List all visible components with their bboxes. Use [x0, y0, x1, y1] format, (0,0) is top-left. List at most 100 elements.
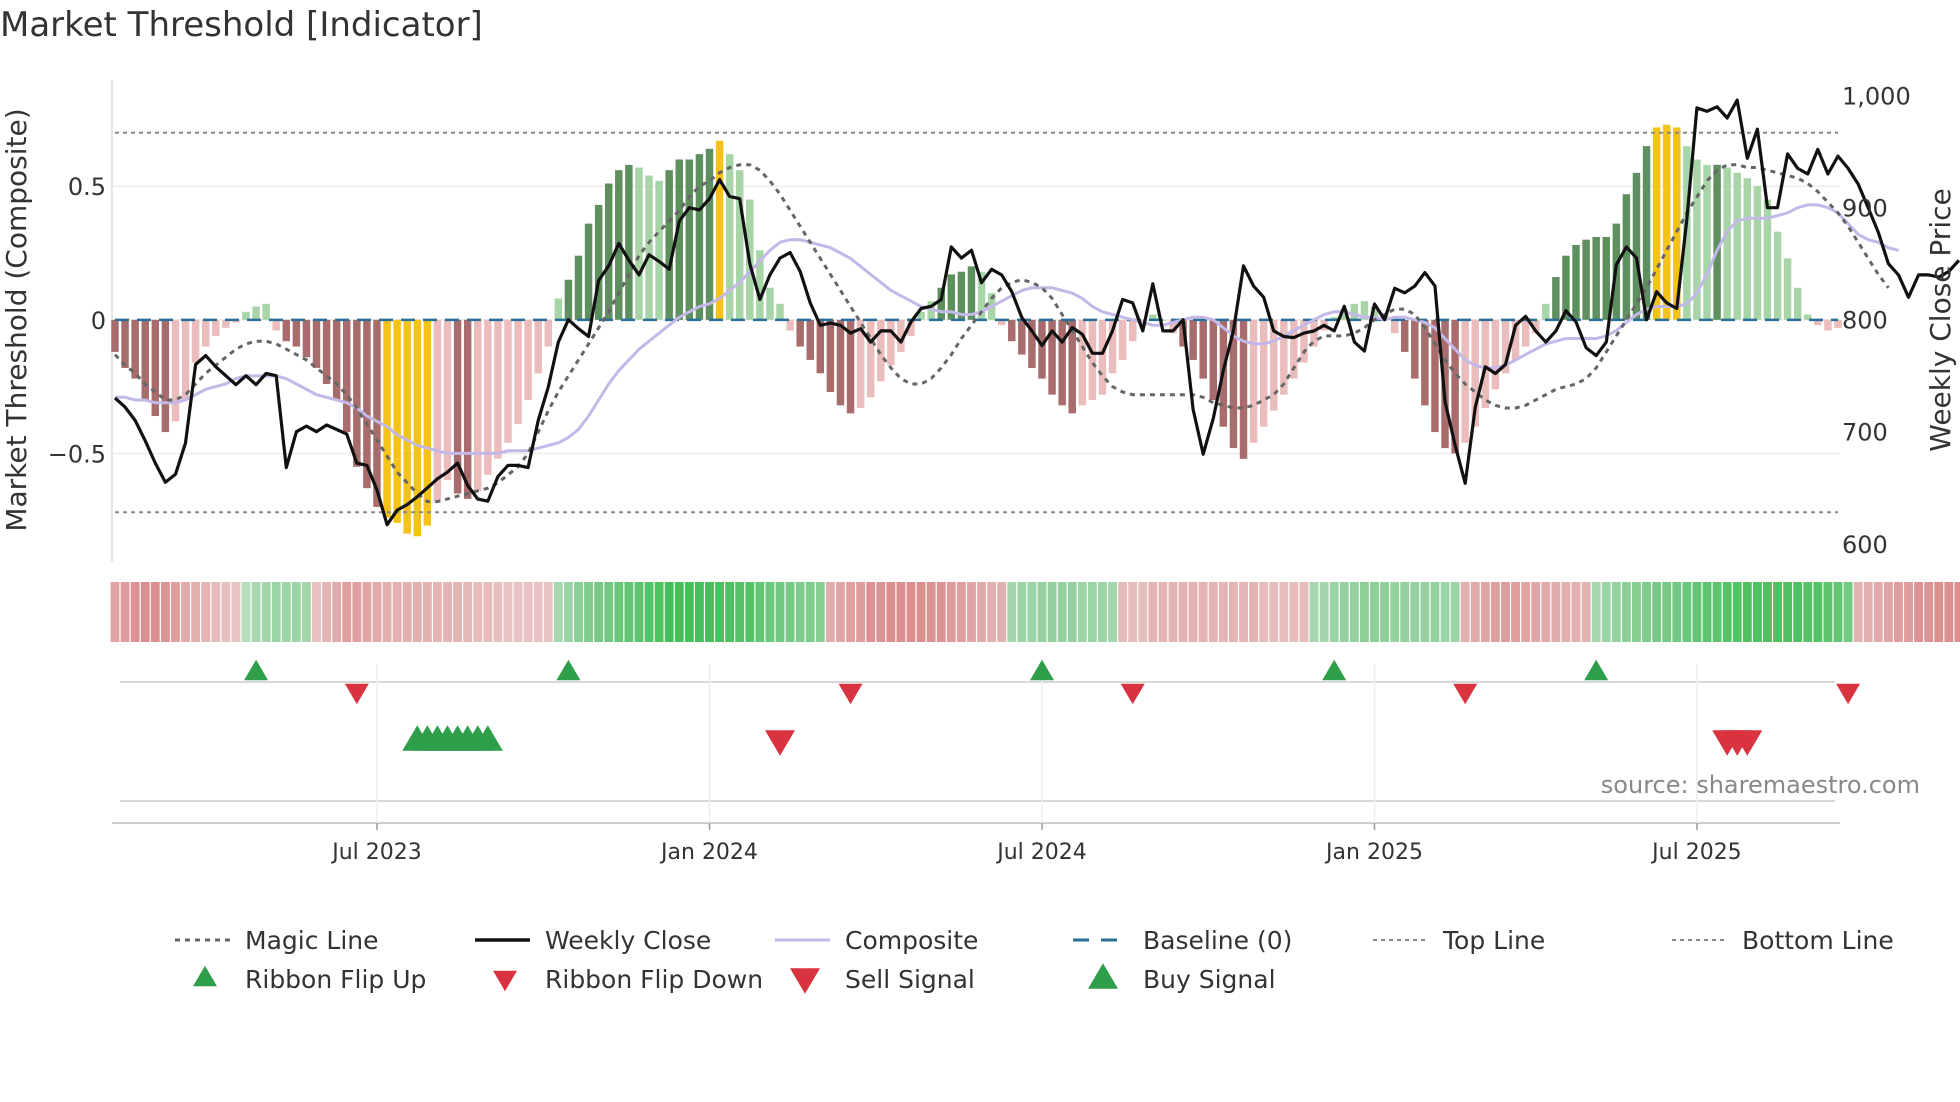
composite-bar	[403, 319, 411, 534]
ribbon-cell	[594, 582, 604, 642]
ribbon-cell	[1722, 582, 1732, 642]
ribbon-cell	[231, 582, 241, 642]
ribbon-cell	[735, 582, 745, 642]
ribbon-cell	[614, 582, 624, 642]
ribbon-cell	[634, 582, 644, 642]
ribbon-cell	[1712, 582, 1722, 642]
ribbon-cell	[1208, 582, 1218, 642]
composite-bar	[1471, 319, 1479, 427]
composite-bar	[282, 319, 291, 342]
legend-label: Buy Signal	[1143, 965, 1276, 994]
ribbon-cell	[574, 582, 583, 642]
composite-bar	[1370, 306, 1379, 320]
composite-bar	[393, 319, 401, 523]
legend-symbol	[1088, 963, 1118, 989]
ribbon-cell	[946, 582, 956, 642]
ribbon-cell	[866, 582, 876, 642]
ribbon-cell	[906, 582, 916, 642]
composite-bar	[1239, 319, 1248, 459]
composite-bar	[302, 319, 311, 358]
legend-symbol	[193, 965, 217, 987]
composite-bar	[544, 319, 552, 347]
ribbon-cell	[1359, 582, 1369, 642]
composite-bar	[1753, 186, 1762, 320]
ribbon-cell	[1601, 582, 1611, 642]
ribbon-cell	[886, 582, 896, 642]
ribbon-cell	[836, 582, 845, 642]
ribbon-cell	[1178, 582, 1188, 642]
composite-bar	[1280, 319, 1288, 395]
ribbon-cell	[1823, 582, 1833, 642]
composite-line	[115, 203, 1899, 455]
ribbon-cell	[1420, 582, 1430, 642]
composite-bar	[1189, 319, 1197, 360]
legend-label: Sell Signal	[845, 965, 975, 994]
ribbon-cell	[1249, 582, 1259, 642]
ribbon-cell	[956, 582, 966, 642]
ribbon-cell	[1158, 582, 1168, 642]
ribbon-cell	[604, 582, 614, 642]
ribbon-cell	[1007, 582, 1017, 642]
composite-bar	[635, 167, 643, 320]
ribbon-cell	[1339, 582, 1349, 642]
ribbon-cell	[1934, 582, 1944, 642]
ribbon-cell	[130, 582, 140, 642]
composite-bar	[1622, 194, 1631, 320]
ribbon-cell	[483, 582, 493, 642]
ribbon-cell	[120, 582, 130, 642]
ribbon-cell	[644, 582, 654, 642]
ribbon-cell	[1924, 582, 1934, 642]
composite-bar	[1773, 231, 1782, 320]
composite-bar	[413, 319, 422, 537]
ribbon-cell	[312, 582, 321, 642]
composite-bar	[1713, 164, 1721, 320]
composite-bar	[1008, 319, 1016, 342]
composite-bar	[514, 319, 522, 425]
composite-bar	[1290, 319, 1298, 379]
composite-bar	[1048, 319, 1056, 395]
composite-bar	[645, 175, 653, 320]
ribbon-flip-down-marker	[838, 683, 863, 705]
ribbon-cell	[1702, 582, 1712, 642]
ribbon-cell	[1087, 582, 1097, 642]
ribbon-cell	[1541, 582, 1551, 642]
composite-bar	[1703, 164, 1711, 320]
composite-bar	[1511, 319, 1520, 360]
ribbon-cell	[493, 582, 503, 642]
ribbon-cell	[815, 582, 825, 642]
ribbon-cell	[1581, 582, 1591, 642]
composite-bar	[1169, 319, 1177, 334]
ribbon-cell	[876, 582, 886, 642]
ribbon-cell	[1803, 582, 1813, 642]
ribbon-cell	[1571, 582, 1581, 642]
ribbon-cell	[1410, 582, 1420, 642]
composite-bar	[826, 319, 835, 392]
composite-bar	[1118, 319, 1127, 360]
ribbon-flip-up-marker	[1322, 659, 1347, 681]
ribbon-cell	[1793, 582, 1803, 642]
ribbon-cell	[755, 582, 765, 642]
composite-bar	[363, 319, 371, 489]
composite-bar	[121, 319, 129, 368]
composite-bar	[786, 319, 794, 331]
composite-bar	[1098, 319, 1107, 395]
composite-bar	[494, 319, 502, 459]
composite-bar	[151, 319, 160, 417]
composite-bar	[1249, 319, 1258, 443]
composite-bar	[262, 303, 270, 320]
right-tick-label: 600	[1842, 531, 1888, 559]
composite-bar	[1360, 301, 1369, 320]
ribbon-cell	[785, 582, 795, 642]
ribbon-cell	[1400, 582, 1410, 642]
composite-bar	[292, 319, 301, 347]
composite-bar	[1199, 319, 1207, 379]
ribbon-cell	[1077, 582, 1087, 642]
composite-bar	[453, 319, 462, 494]
composite-bar	[705, 148, 714, 320]
ribbon-cell	[1672, 582, 1682, 642]
ribbon-cell	[382, 582, 392, 642]
composite-bar	[1128, 319, 1137, 342]
composite-bar	[222, 319, 230, 328]
left-axis-label: Market Threshold (Composite)	[0, 108, 33, 531]
